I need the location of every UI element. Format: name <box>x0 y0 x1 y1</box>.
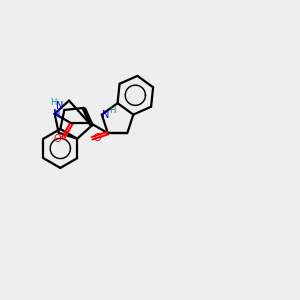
Text: N: N <box>102 110 110 120</box>
Text: H: H <box>50 98 56 107</box>
Text: N: N <box>53 109 61 119</box>
Text: N: N <box>56 101 63 111</box>
Text: O: O <box>53 134 61 144</box>
Text: H: H <box>109 106 115 115</box>
Text: O: O <box>93 133 101 143</box>
